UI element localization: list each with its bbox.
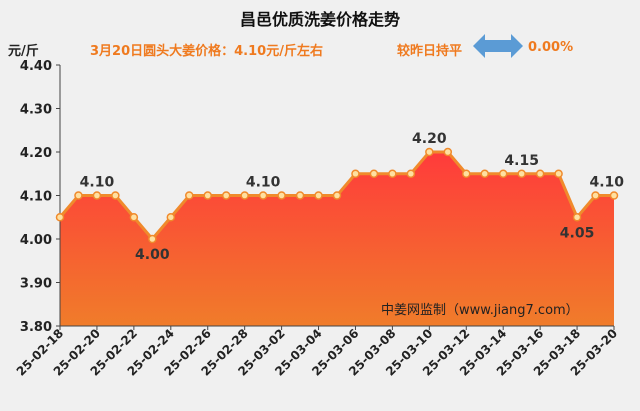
data-label: 4.10 — [589, 175, 624, 191]
data-point — [148, 234, 157, 244]
chart-title: 昌邑优质洗姜价格走势 — [239, 10, 400, 29]
data-point — [277, 191, 286, 200]
data-point — [240, 191, 249, 200]
data-point — [295, 191, 305, 200]
data-point — [129, 213, 139, 222]
data-point — [55, 213, 65, 222]
y-tick-label: 4.20 — [20, 146, 52, 161]
data-point — [462, 169, 471, 178]
y-axis-unit-label: 元/斤 — [8, 44, 39, 59]
data-point — [351, 169, 360, 178]
data-point — [74, 191, 83, 200]
data-point — [425, 147, 434, 157]
change-percent-subtitle: 0.00% — [528, 40, 574, 55]
data-label: 4.20 — [412, 131, 447, 147]
data-point — [185, 191, 194, 200]
data-point — [314, 191, 323, 200]
data-point — [369, 169, 379, 178]
data-label: 4.10 — [246, 175, 281, 191]
data-label: 4.15 — [504, 153, 539, 169]
data-point — [591, 191, 600, 200]
data-point — [517, 169, 526, 178]
data-point — [406, 169, 416, 178]
y-tick-label: 4.10 — [20, 190, 52, 205]
data-point — [443, 147, 453, 157]
data-label: 4.00 — [135, 247, 170, 263]
y-tick-label: 4.40 — [20, 59, 52, 74]
data-point — [554, 169, 563, 178]
data-point — [498, 169, 508, 178]
y-tick-label: 3.90 — [20, 277, 52, 292]
data-point — [572, 213, 582, 222]
data-point — [388, 169, 397, 178]
data-point — [166, 213, 176, 222]
y-tick-label: 3.80 — [20, 320, 52, 335]
y-tick-label: 4.00 — [20, 233, 52, 248]
data-point — [221, 191, 231, 200]
price-subtitle: 3月20日圆头大姜价格：4.10元/斤左右 — [90, 44, 323, 59]
data-point — [609, 191, 619, 200]
area-fill — [60, 152, 614, 326]
compare-subtitle: 较昨日持平 — [397, 44, 463, 59]
double-arrow-icon — [473, 34, 523, 58]
data-point — [332, 191, 342, 200]
data-point — [92, 191, 102, 200]
data-point — [480, 169, 489, 178]
y-tick-label: 4.30 — [20, 103, 52, 118]
data-label: 4.05 — [560, 225, 595, 241]
data-label: 4.10 — [80, 175, 115, 191]
data-point — [111, 191, 120, 200]
data-point — [258, 191, 268, 200]
data-point — [203, 191, 212, 200]
watermark-text: 中姜网监制（www.jiang7.com） — [381, 303, 579, 318]
data-point — [535, 169, 545, 178]
